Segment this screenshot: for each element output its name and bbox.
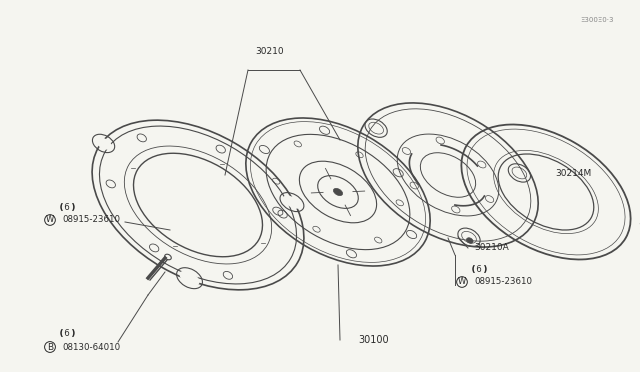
Text: ❪6❫: ❪6❫: [470, 264, 490, 273]
Text: ❪6❫: ❪6❫: [58, 202, 78, 212]
Text: B: B: [47, 343, 53, 352]
Text: 08130-64010: 08130-64010: [62, 343, 120, 352]
Text: 30100: 30100: [358, 335, 388, 345]
Text: ❪6❫: ❪6❫: [58, 328, 78, 337]
Ellipse shape: [92, 120, 304, 290]
Ellipse shape: [283, 195, 301, 209]
Ellipse shape: [467, 238, 473, 243]
Ellipse shape: [461, 125, 630, 260]
Ellipse shape: [246, 118, 430, 266]
Text: 08915-23610: 08915-23610: [474, 278, 532, 286]
Text: 30210: 30210: [256, 48, 284, 57]
Text: Ξ300Ξ0·3: Ξ300Ξ0·3: [580, 17, 614, 23]
Text: 30210A: 30210A: [474, 244, 509, 253]
Ellipse shape: [95, 137, 112, 150]
Ellipse shape: [180, 270, 200, 286]
Text: 08915-23610: 08915-23610: [62, 215, 120, 224]
Ellipse shape: [333, 188, 342, 196]
Text: W: W: [46, 215, 54, 224]
Ellipse shape: [358, 103, 538, 247]
Text: 30214M: 30214M: [555, 169, 591, 177]
Text: W: W: [458, 278, 466, 286]
